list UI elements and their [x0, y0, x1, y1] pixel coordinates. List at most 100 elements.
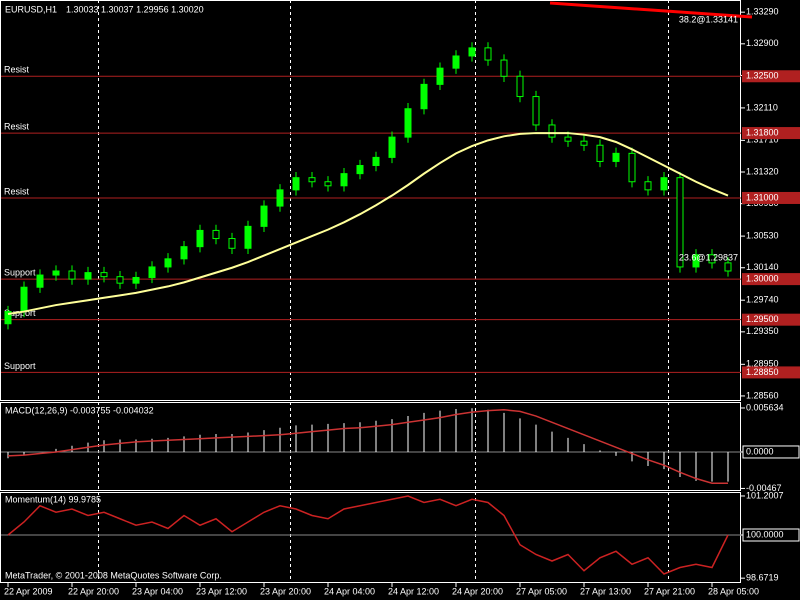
candle-body — [20, 286, 28, 313]
momentum-title: Momentum(14) 99.9785 — [5, 494, 101, 504]
candle-body — [196, 229, 204, 248]
candle-body — [164, 258, 172, 268]
candle-body — [644, 181, 652, 191]
candle-body — [436, 67, 444, 85]
level-name: Resist — [4, 186, 30, 196]
level-name: Resist — [4, 121, 30, 131]
candle-body — [660, 177, 668, 191]
y-tick-label: 100.0000 — [746, 529, 784, 539]
y-tick-label: 98.6719 — [746, 573, 779, 583]
candle-body — [116, 276, 124, 284]
candle-body — [68, 270, 76, 280]
x-tick-label: 27 Apr 21:00 — [644, 586, 695, 596]
candle-body — [388, 136, 396, 158]
candle-body — [532, 96, 540, 126]
candle-body — [468, 47, 476, 57]
level-label-box — [742, 273, 800, 286]
y-tick-label: -0.00467 — [746, 483, 782, 493]
y-tick-label: 1.32110 — [746, 102, 778, 112]
macd-title: MACD(12,26,9) -0.003755 -0.004032 — [5, 405, 154, 415]
candle-body — [500, 59, 508, 77]
x-tick-label: 24 Apr 04:00 — [324, 586, 375, 596]
main-pane-border — [0, 0, 741, 401]
candle-body — [692, 254, 700, 268]
macd-pane-border — [0, 402, 741, 491]
candle-body — [212, 229, 220, 240]
level-label: 1.30000 — [746, 273, 779, 283]
candle-body — [100, 272, 108, 278]
x-tick-label: 22 Apr 20:00 — [68, 586, 119, 596]
level-label: 1.29500 — [746, 314, 779, 324]
y-tick-label: 1.29740 — [746, 295, 779, 305]
candle-body — [52, 270, 60, 276]
candle-body — [4, 311, 12, 325]
y-tick-label: 1.28560 — [746, 390, 779, 400]
candle-body — [244, 225, 252, 249]
candle-body — [36, 274, 44, 288]
candle-body — [420, 83, 428, 110]
candle-body — [324, 181, 332, 187]
candle-body — [356, 165, 364, 175]
fibo-label: 23.6@1.29837 — [679, 252, 738, 262]
x-tick-label: 28 Apr 05:00 — [708, 586, 759, 596]
y-tick-label: 1.30530 — [746, 230, 779, 240]
momentum-pane-border — [0, 492, 741, 583]
momentum-line — [7, 495, 729, 575]
x-tick-label: 23 Apr 20:00 — [260, 586, 311, 596]
candle-body — [260, 205, 268, 227]
x-tick-label: 27 Apr 05:00 — [516, 586, 567, 596]
y-tick-label: 0.005634 — [746, 402, 784, 412]
level-label-box — [742, 313, 800, 326]
x-tick-label: 22 Apr 2009 — [4, 586, 53, 596]
moving-average — [7, 132, 729, 315]
candle-body — [708, 254, 716, 264]
candle-body — [596, 144, 604, 162]
chart-title: EURUSD,H1 — [5, 4, 57, 14]
footer: MetaTrader, © 2001-2008 MetaQuotes Softw… — [5, 570, 222, 580]
x-tick-label: 27 Apr 13:00 — [580, 586, 631, 596]
candle-body — [404, 108, 412, 138]
level-label-box — [742, 127, 800, 140]
y-tick-label: 1.32900 — [746, 38, 779, 48]
x-tick-label: 24 Apr 20:00 — [452, 586, 503, 596]
candle-body — [180, 246, 188, 260]
level-label: 1.31800 — [746, 127, 779, 137]
candle-body — [516, 75, 524, 98]
candle-body — [276, 189, 284, 207]
y-tick-label: 1.33290 — [746, 7, 779, 17]
y-tick-label: 1.30140 — [746, 262, 779, 272]
x-tick-label: 24 Apr 12:00 — [388, 586, 439, 596]
candle-body — [132, 276, 140, 284]
candle-body — [676, 177, 684, 268]
candle-body — [84, 272, 92, 280]
level-name: Support — [4, 267, 36, 277]
candle-body — [724, 262, 732, 272]
candle-body — [452, 55, 460, 69]
tick-label-box — [742, 445, 800, 459]
tick-label-box — [742, 528, 800, 542]
candle-body — [612, 152, 620, 162]
level-label-box — [742, 366, 800, 379]
fibo-trend-line — [549, 1, 753, 19]
candle-body — [228, 238, 236, 249]
level-name: Resist — [4, 65, 30, 75]
candle-body — [292, 177, 300, 191]
candle-body — [564, 136, 572, 142]
candle-body — [372, 156, 380, 167]
day-separators — [98, 0, 669, 583]
candle-body — [484, 47, 492, 61]
macd-signal — [7, 409, 728, 484]
y-tick-label: 1.31320 — [746, 166, 779, 176]
level-label: 1.32500 — [746, 71, 779, 81]
candle-body — [148, 266, 156, 278]
candle-body — [580, 140, 588, 146]
level-name: Support — [4, 361, 36, 371]
candle-body — [340, 173, 348, 187]
level-label-box — [742, 70, 800, 83]
fibo-label: 38.2@1.33141 — [679, 14, 738, 24]
x-tick-label: 23 Apr 12:00 — [196, 586, 247, 596]
y-tick-label: 0.0000 — [746, 446, 774, 456]
